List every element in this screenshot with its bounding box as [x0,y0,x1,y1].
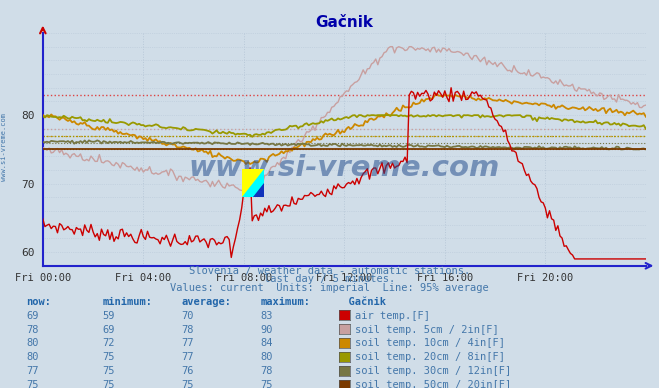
Text: 75: 75 [26,380,39,388]
Text: 84: 84 [260,338,273,348]
Text: soil temp. 10cm / 4in[F]: soil temp. 10cm / 4in[F] [355,338,505,348]
Text: soil temp. 20cm / 8in[F]: soil temp. 20cm / 8in[F] [355,352,505,362]
Title: Gačnik: Gačnik [315,16,374,30]
Text: 78: 78 [260,366,273,376]
Text: 90: 90 [260,324,273,334]
Text: Values: current  Units: imperial  Line: 95% average: Values: current Units: imperial Line: 95… [170,283,489,293]
Text: 75: 75 [102,380,115,388]
Text: average:: average: [181,296,231,307]
Polygon shape [253,184,264,197]
Text: 75: 75 [181,380,194,388]
Text: 70: 70 [181,310,194,320]
Text: 75: 75 [102,352,115,362]
Text: 80: 80 [26,352,39,362]
Text: www.si-vreme.com: www.si-vreme.com [188,154,500,182]
Text: 80: 80 [260,352,273,362]
Text: www.si-vreme.com: www.si-vreme.com [1,113,7,182]
Text: 77: 77 [26,366,39,376]
Text: maximum:: maximum: [260,296,310,307]
Text: air temp.[F]: air temp.[F] [355,310,430,320]
Text: 78: 78 [181,324,194,334]
Polygon shape [242,170,264,197]
Text: soil temp. 50cm / 20in[F]: soil temp. 50cm / 20in[F] [355,380,511,388]
Text: Gačnik: Gačnik [336,296,386,307]
Text: 72: 72 [102,338,115,348]
Text: 69: 69 [26,310,39,320]
Text: 77: 77 [181,338,194,348]
Polygon shape [242,170,264,197]
Text: 75: 75 [260,380,273,388]
Text: 75: 75 [102,366,115,376]
Text: now:: now: [26,296,51,307]
Text: soil temp. 5cm / 2in[F]: soil temp. 5cm / 2in[F] [355,324,498,334]
Text: soil temp. 30cm / 12in[F]: soil temp. 30cm / 12in[F] [355,366,511,376]
Text: 80: 80 [26,338,39,348]
Text: 76: 76 [181,366,194,376]
Text: Slovenia / weather data - automatic stations.: Slovenia / weather data - automatic stat… [189,265,470,275]
Text: 69: 69 [102,324,115,334]
Text: last day / 5 minutes.: last day / 5 minutes. [264,274,395,284]
Text: 59: 59 [102,310,115,320]
Text: 77: 77 [181,352,194,362]
Text: minimum:: minimum: [102,296,152,307]
Text: 83: 83 [260,310,273,320]
Text: 78: 78 [26,324,39,334]
